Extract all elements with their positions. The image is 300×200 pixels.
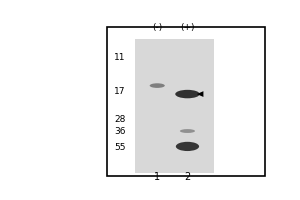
Text: (+): (+) (180, 23, 195, 32)
Text: 55: 55 (114, 143, 126, 152)
FancyBboxPatch shape (107, 27, 266, 176)
Text: 28: 28 (115, 115, 126, 124)
Bar (135, 39, 214, 173)
Polygon shape (197, 91, 203, 97)
Text: 2: 2 (184, 172, 190, 182)
Ellipse shape (175, 90, 200, 98)
Text: 11: 11 (114, 53, 126, 62)
Ellipse shape (176, 142, 199, 151)
Ellipse shape (150, 83, 165, 88)
Ellipse shape (180, 129, 195, 133)
Text: (-): (-) (152, 23, 162, 32)
Text: 36: 36 (114, 127, 126, 136)
Text: 17: 17 (114, 87, 126, 96)
Text: 1: 1 (154, 172, 160, 182)
